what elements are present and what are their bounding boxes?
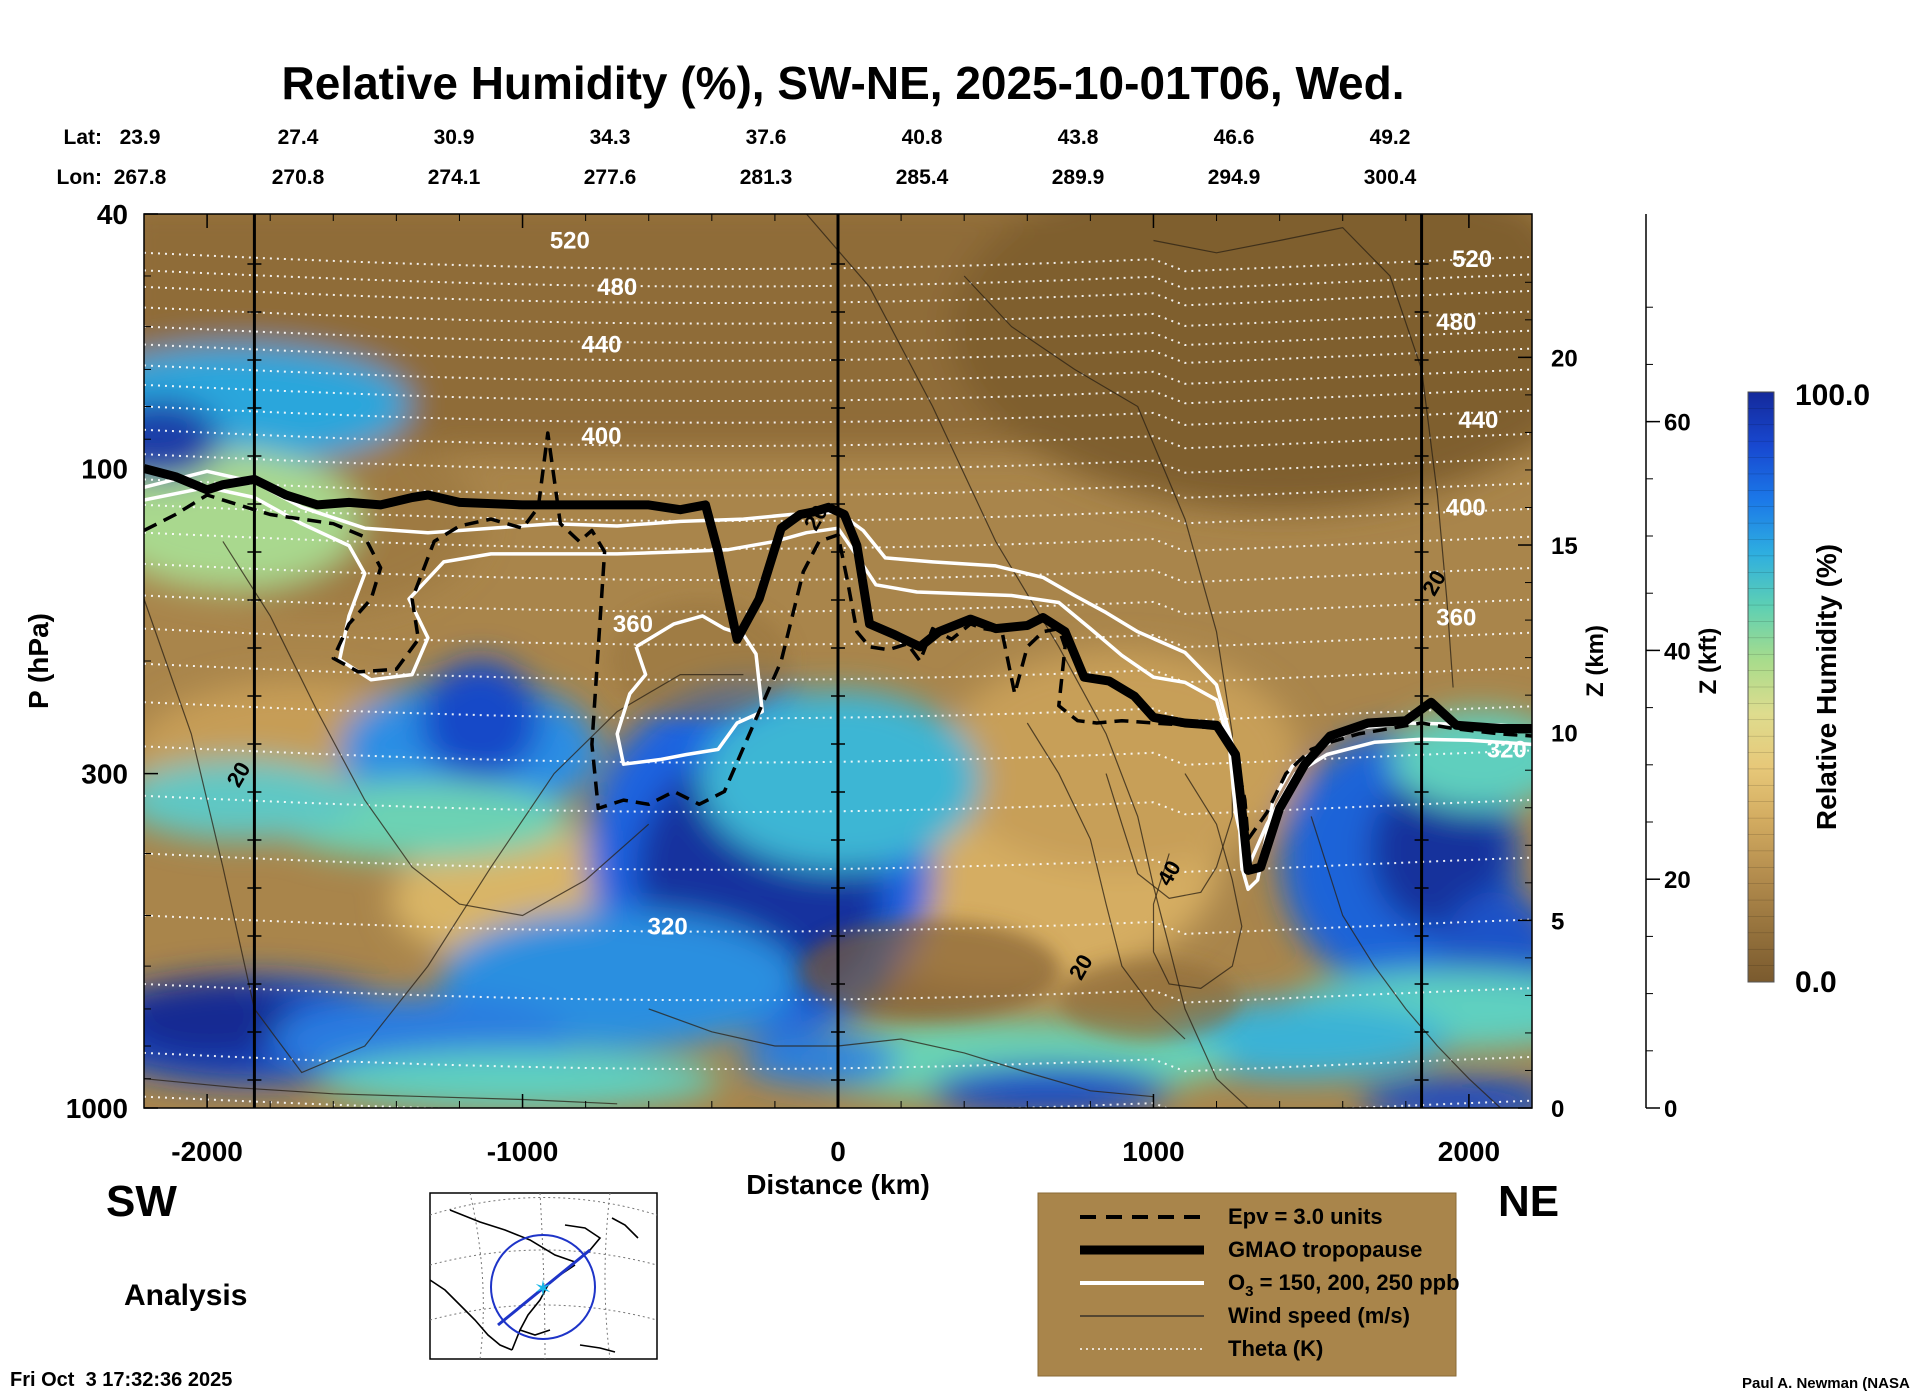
theta-label: 400 <box>581 423 621 450</box>
z-kft-axis-label: Z (kft) <box>1695 628 1722 695</box>
lon-value: 277.6 <box>584 166 637 189</box>
lon-value: 300.4 <box>1364 166 1417 189</box>
lat-value: 30.9 <box>434 126 475 149</box>
x-axis-label: Distance (km) <box>746 1169 930 1200</box>
wind-speed-contour <box>1026 722 1186 1040</box>
y-tick-label: 100 <box>81 453 128 484</box>
tropopause-line <box>144 464 1532 875</box>
theta-label: 440 <box>581 332 621 359</box>
lat-value: 23.9 <box>120 126 161 149</box>
colorbar-max: 100.0 <box>1795 379 1870 412</box>
lon-label: Lon: <box>57 166 102 189</box>
z-km-tick-label: 0 <box>1551 1096 1564 1123</box>
lat-value: 40.8 <box>902 126 943 149</box>
y-tick-label: 300 <box>81 759 128 790</box>
plot-area: 5204804404003603205204804404003603202020… <box>144 214 1532 1108</box>
inset-center-star: ✶ <box>534 1277 552 1302</box>
theta-label: 360 <box>613 611 653 638</box>
lat-value: 27.4 <box>278 126 319 149</box>
wind-speed-contour <box>1152 773 1243 990</box>
colorbar-label: Relative Humidity (%) <box>1811 544 1842 830</box>
theta-label: 360 <box>1436 604 1476 631</box>
lon-value: 267.8 <box>114 166 167 189</box>
lon-value: 270.8 <box>272 166 325 189</box>
z-km-axis-label: Z (km) <box>1582 625 1609 697</box>
lon-value: 294.9 <box>1208 166 1261 189</box>
theta-isentrope <box>144 1095 1532 1108</box>
z-kft-tick-label: 0 <box>1664 1096 1677 1123</box>
z-km-tick-label: 5 <box>1551 908 1564 935</box>
lon-value: 281.3 <box>740 166 793 189</box>
z-km-tick-label: 10 <box>1551 721 1578 748</box>
z-kft-tick-label: 20 <box>1664 867 1691 894</box>
x-tick-label: 2000 <box>1438 1136 1500 1167</box>
x-tick-label: 0 <box>830 1136 846 1167</box>
wind-speed-contour <box>144 1078 618 1105</box>
theta-label: 480 <box>1436 309 1476 336</box>
lat-value: 43.8 <box>1058 126 1099 149</box>
legend-label: Theta (K) <box>1228 1336 1323 1361</box>
legend-label: Epv = 3.0 units <box>1228 1204 1383 1229</box>
lon-value: 274.1 <box>428 166 481 189</box>
lat-label: Lat: <box>64 126 103 149</box>
wind-speed-contour <box>222 541 650 917</box>
inset-transect-line <box>497 1248 591 1327</box>
lat-value: 46.6 <box>1214 126 1255 149</box>
lat-value: 37.6 <box>746 126 787 149</box>
y-axis-label: P (hPa) <box>23 613 54 709</box>
legend-label: O3 = 150, 200, 250 ppb <box>1228 1270 1460 1300</box>
theta-label: 320 <box>648 913 688 940</box>
x-tick-label: -1000 <box>487 1136 559 1167</box>
theta-label: 320 <box>1487 736 1527 763</box>
direction-sw: SW <box>106 1177 177 1226</box>
y-tick-label: 40 <box>97 199 128 230</box>
wind-speed-contour <box>806 214 1249 1108</box>
inset-coastline <box>429 1209 639 1353</box>
theta-label: 400 <box>1446 494 1486 521</box>
ozone-contour <box>615 614 765 766</box>
footer-credit: Paul A. Newman (NASA <box>1742 1375 1910 1392</box>
inset-map-frame <box>429 1192 658 1360</box>
lon-value: 285.4 <box>896 166 949 189</box>
lon-value: 289.9 <box>1052 166 1105 189</box>
theta-label: 480 <box>597 274 637 301</box>
colorbar: 100.0 0.0 Relative Humidity (%) <box>1747 379 1870 999</box>
lat-value: 34.3 <box>590 126 631 149</box>
theta-label: 440 <box>1458 407 1498 434</box>
footer-timestamp: Fri Oct 3 17:32:36 2025 <box>10 1369 232 1391</box>
z-kft-tick-label: 40 <box>1664 638 1691 665</box>
lat-value: 49.2 <box>1370 126 1411 149</box>
legend-label: Wind speed (m/s) <box>1228 1303 1410 1328</box>
lat-lon-header: Lat: Lon: 23.9 27.4 30.9 34.3 37.6 40.8 43.8 46… <box>57 126 1417 189</box>
legend: Epv = 3.0 units GMAO tropopause O3 = 150, … <box>1037 1192 1460 1377</box>
humidity-field <box>144 214 1532 1108</box>
legend-label: GMAO tropopause <box>1228 1237 1422 1262</box>
wind-speed-contour <box>648 1008 1154 1098</box>
theta-label: 520 <box>1452 246 1492 273</box>
wind-speed-contour <box>1310 816 1501 1108</box>
epv-contour <box>144 431 1532 842</box>
inset-range-circle <box>490 1234 596 1340</box>
direction-ne: NE <box>1498 1177 1559 1226</box>
chart-title: Relative Humidity (%), SW-NE, 2025-10-01… <box>281 57 1404 109</box>
theta-label: 520 <box>550 227 590 254</box>
wind-speed-contour <box>1153 226 1454 688</box>
inset-map: ✶ <box>429 1192 658 1360</box>
z-km-tick-label: 20 <box>1551 345 1578 372</box>
z-kft-tick-label: 60 <box>1664 410 1691 437</box>
x-tick-label: 1000 <box>1122 1136 1184 1167</box>
analysis-label: Analysis <box>124 1279 247 1312</box>
x-tick-label: -2000 <box>171 1136 243 1167</box>
colorbar-ramp <box>1747 391 1775 983</box>
y-tick-label: 1000 <box>66 1093 128 1124</box>
colorbar-min: 0.0 <box>1795 966 1837 999</box>
z-km-tick-label: 15 <box>1551 533 1578 560</box>
